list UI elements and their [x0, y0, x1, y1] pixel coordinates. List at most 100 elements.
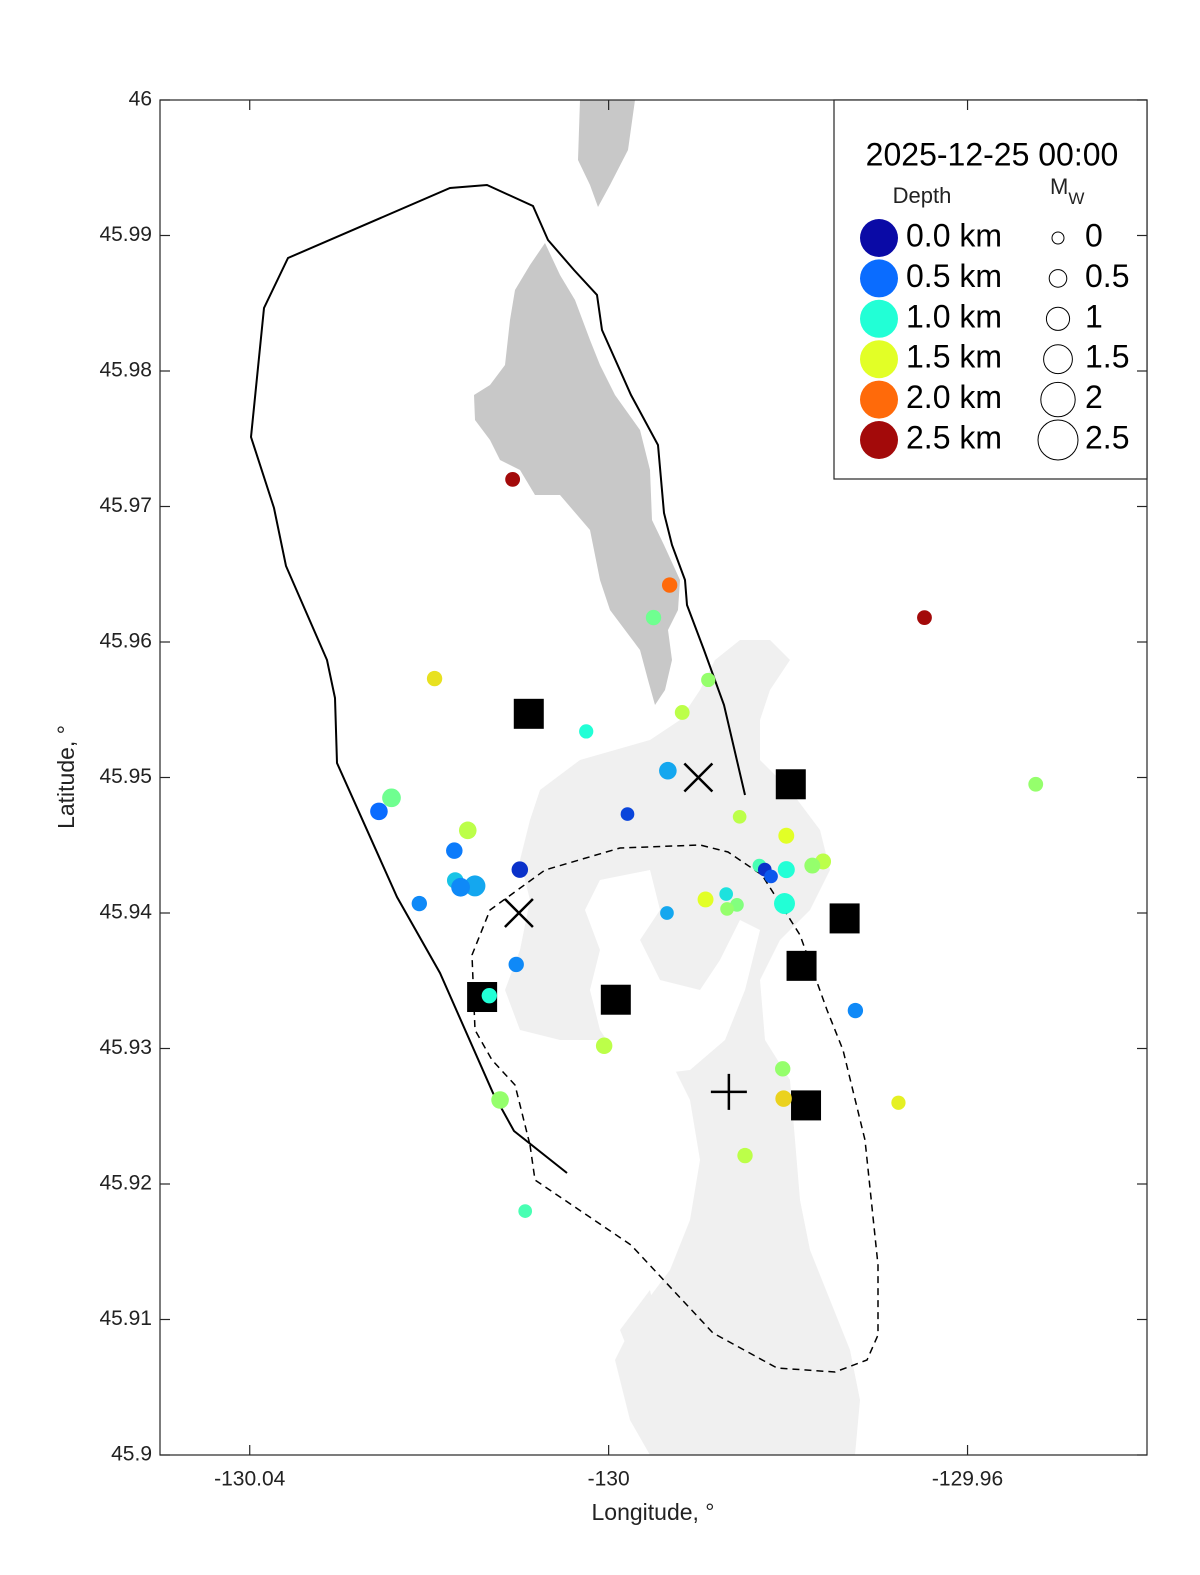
mw-legend-label: 2 — [1085, 379, 1103, 415]
plus-marker — [710, 1073, 747, 1110]
y-tick-label: 45.98 — [99, 359, 152, 382]
earthquake — [659, 761, 677, 780]
earthquake — [775, 1061, 791, 1077]
shallow-area — [620, 1290, 660, 1380]
legend: 2025-12-25 00:00 Depth MW 0.0 km 0.5 km 1.… — [833, 99, 1148, 480]
mw-legend-swatch — [1037, 419, 1079, 461]
data-layer — [370, 472, 1044, 1218]
depth-legend-label: 1.0 km — [906, 298, 1002, 334]
earthquake — [917, 610, 932, 626]
earthquake — [505, 472, 521, 487]
depth-legend-label: 1.5 km — [906, 339, 1002, 375]
depth-legend-label: 2.5 km — [906, 419, 1002, 455]
depth-legend-swatch — [860, 340, 898, 379]
mw-legend-label: 1.5 — [1085, 339, 1129, 375]
earthquake — [674, 705, 690, 720]
island — [578, 100, 635, 207]
earthquake — [732, 809, 747, 824]
station — [775, 769, 806, 800]
y-tick-label: 45.97 — [99, 494, 152, 517]
y-tick-label: 45.93 — [99, 1036, 152, 1059]
y-tick-label: 45.99 — [99, 223, 152, 246]
earthquake — [458, 821, 477, 840]
mw-legend-swatch — [1048, 269, 1068, 288]
station — [600, 984, 631, 1015]
depth-legend-swatch — [860, 219, 898, 257]
earthquake — [774, 893, 795, 914]
earthquake — [777, 861, 795, 879]
cross-marker — [683, 762, 714, 793]
depth-legend-title: Depth — [893, 183, 952, 208]
mw-legend-label: 0 — [1085, 217, 1103, 253]
mw-legend-subscript: W — [1068, 189, 1084, 208]
x-tick-label: -130 — [588, 1468, 630, 1491]
earthquake — [719, 887, 734, 901]
station — [791, 1090, 822, 1121]
basemap — [249, 100, 879, 1455]
earthquake — [847, 1002, 864, 1019]
station — [786, 950, 817, 981]
earthquake — [1028, 776, 1044, 792]
earthquake — [446, 842, 463, 859]
depth-legend-swatch — [860, 380, 898, 419]
earthquake — [737, 1147, 753, 1164]
depth-legend-swatch — [860, 299, 898, 338]
depth-legend-swatch — [860, 421, 898, 459]
earthquake — [891, 1095, 906, 1110]
mw-legend-swatch — [1051, 231, 1065, 245]
y-tick-label: 45.9 — [111, 1443, 152, 1466]
earthquake — [511, 861, 529, 878]
y-tick-label: 45.92 — [99, 1172, 152, 1195]
earthquake — [804, 857, 821, 874]
mw-legend-label: 0.5 — [1085, 258, 1129, 294]
earthquake — [661, 577, 678, 593]
earthquake — [426, 670, 443, 687]
station — [513, 698, 544, 729]
y-tick-label: 45.94 — [99, 901, 152, 924]
station — [829, 903, 860, 934]
earthquake — [579, 724, 594, 739]
legend-title: 2025-12-25 00:00 — [866, 136, 1119, 172]
y-tick-label: 45.96 — [99, 630, 152, 653]
mw-legend-title: MW — [1050, 174, 1084, 209]
earthquake — [778, 827, 795, 844]
earthquake — [491, 1091, 509, 1109]
mw-legend-title-main: M — [1050, 174, 1068, 199]
y-tick-label: 46 — [129, 88, 152, 111]
cross-marker — [504, 898, 534, 928]
y-axis-label: Latitude, ° — [53, 725, 79, 829]
x-tick-label: -129.96 — [932, 1468, 1003, 1491]
earthquake — [764, 869, 778, 884]
mw-legend-label: 1 — [1085, 298, 1103, 334]
earthquake — [697, 891, 714, 908]
mw-legend-swatch — [1040, 381, 1076, 418]
crater-floor — [585, 870, 760, 1075]
depth-legend-label: 2.0 km — [906, 379, 1002, 415]
earthquake — [481, 987, 497, 1004]
earthquake — [701, 672, 716, 688]
earthquake — [660, 906, 674, 920]
mw-legend-label: 2.5 — [1085, 419, 1129, 455]
x-tick-label: -130.04 — [214, 1468, 286, 1491]
earthquake — [382, 788, 401, 808]
earthquake — [451, 877, 470, 897]
mw-legend-swatch — [1045, 306, 1071, 331]
earthquake — [620, 807, 635, 821]
y-tick-label: 45.95 — [99, 765, 152, 788]
earthquake — [775, 1090, 792, 1107]
depth-legend-swatch — [860, 259, 898, 298]
earthquake — [595, 1037, 613, 1055]
x-axis-label: Longitude, ° — [591, 1499, 714, 1525]
earthquake — [720, 902, 734, 916]
earthquake — [645, 609, 662, 626]
mw-legend-swatch — [1043, 344, 1073, 375]
earthquake — [464, 875, 486, 897]
island — [474, 243, 680, 705]
depth-legend-label: 0.5 km — [906, 258, 1002, 294]
earthquake — [508, 956, 524, 973]
earthquake — [411, 895, 427, 912]
caldera-rim — [249, 183, 746, 1174]
y-tick-label: 45.91 — [99, 1307, 152, 1330]
earthquake — [370, 802, 388, 821]
